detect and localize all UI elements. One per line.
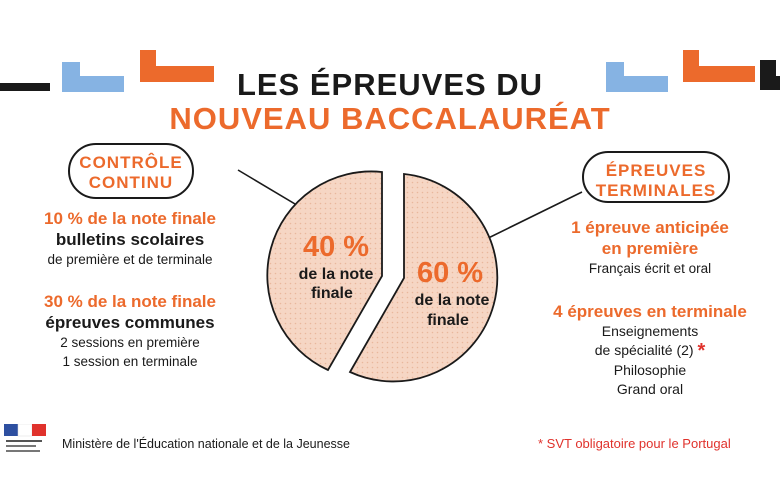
pie-left-percent: 40 %	[303, 231, 369, 263]
right-item2-title: 4 épreuves en terminale	[553, 302, 747, 321]
right-item1-detail: Français écrit et oral	[588, 261, 712, 276]
pie-right-line2: finale	[427, 312, 469, 329]
left-item1-percent: 10 % de la note finale	[44, 209, 216, 228]
badge-right-line2: TERMINALES	[595, 181, 717, 200]
pie-slice-40-shape	[266, 170, 383, 372]
title-line-2: NOUVEAU BACCALAURÉAT	[169, 101, 611, 136]
badge-left-line2: CONTINU	[88, 173, 174, 192]
right-item-1: 1 épreuve anticipée en première Français…	[540, 217, 760, 279]
title-line-1: LES ÉPREUVES DU	[236, 67, 544, 102]
badge-left-line1: CONTRÔLE	[79, 153, 183, 172]
badge-epreuves-terminales: ÉPREUVES TERMINALES	[582, 151, 730, 203]
bar-blue-left-h	[62, 76, 124, 92]
bar-orange-right-h	[683, 66, 755, 82]
right-item2-detail2: de spécialité (2)	[594, 342, 694, 358]
right-item2-detail1: Enseignements	[601, 323, 699, 339]
badge-right-line1: ÉPREUVES	[605, 161, 707, 180]
ministry-name: Ministère de l'Éducation nationale et de…	[62, 437, 350, 451]
svt-note: * SVT obligatoire pour le Portugal	[538, 436, 731, 451]
right-item2-detail3: Philosophie	[613, 362, 687, 378]
left-item1-detail: de première et de terminale	[47, 252, 213, 267]
right-item1-title1: 1 épreuve anticipée	[571, 218, 729, 237]
left-item2-percent: 30 % de la note finale	[44, 292, 216, 311]
pie-right-line1: de la note	[415, 292, 490, 309]
right-item1-title2: en première	[601, 239, 699, 258]
left-item2-detail2: 1 session en terminale	[62, 354, 198, 369]
left-item2-label: épreuves communes	[45, 313, 215, 332]
bar-blue-right-h	[606, 76, 668, 92]
bar-black-left	[0, 83, 50, 91]
badge-controle-continu: CONTRÔLE CONTINU	[68, 143, 194, 199]
left-item-2: 30 % de la note finale épreuves communes…	[10, 291, 250, 371]
republique-francaise-logo	[4, 424, 46, 452]
right-item-2: 4 épreuves en terminale Enseignements de…	[540, 301, 760, 399]
right-item2-detail4: Grand oral	[616, 381, 684, 397]
pie-slice-60-shape	[348, 173, 499, 383]
pie-left-line1: de la note	[299, 266, 374, 283]
connector-right	[471, 191, 583, 247]
left-item1-label: bulletins scolaires	[55, 230, 205, 249]
bar-black-right-h	[760, 76, 780, 90]
pie-right-percent: 60 %	[417, 257, 483, 289]
left-item2-detail1: 2 sessions en première	[60, 335, 200, 350]
right-item2-detail2-row: de spécialité (2) *	[540, 341, 760, 361]
pie-left-line2: finale	[311, 285, 353, 302]
asterisk-mark: *	[697, 340, 706, 362]
left-item-1: 10 % de la note finale bulletins scolair…	[10, 208, 250, 269]
bar-orange-left-h	[140, 66, 214, 82]
